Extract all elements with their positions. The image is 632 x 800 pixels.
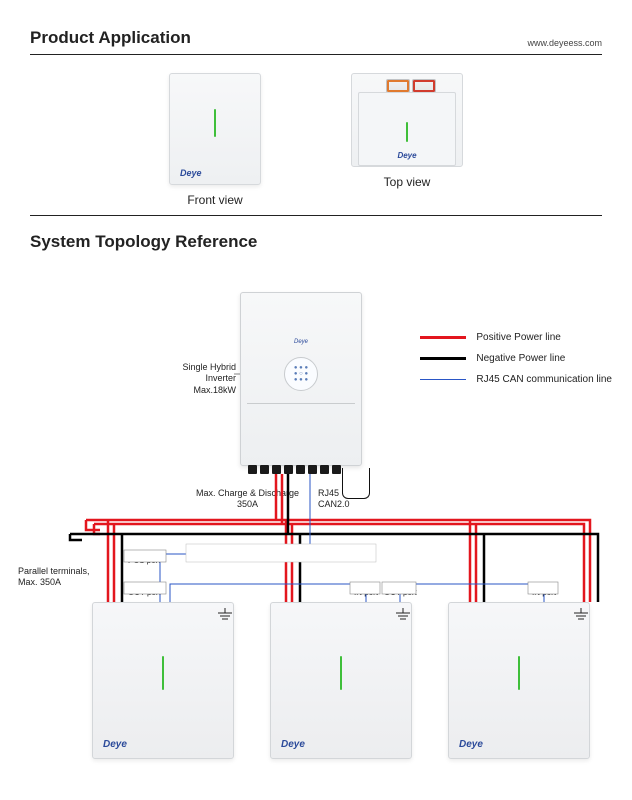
- brand-logo: Deye: [397, 151, 416, 160]
- in-port-label: IN port: [354, 588, 378, 598]
- battery-top-view: Deye: [351, 73, 463, 167]
- out-port-label: OUT port: [384, 588, 417, 598]
- inverter-display-icon: ● ● ●● ○ ●● ● ●: [284, 357, 318, 391]
- legend-row-negative: Negative Power line: [420, 353, 612, 364]
- port-icon: [284, 465, 293, 474]
- topology-diagram: Positive Power line Negative Power line …: [30, 282, 602, 762]
- status-led-icon: [162, 656, 164, 690]
- brand-logo: Deye: [180, 168, 202, 178]
- ground-icon: [572, 608, 590, 622]
- battery-unit-2: Deye: [270, 602, 412, 759]
- in-port-label: IN port: [532, 588, 556, 598]
- parallel-terminals-label: Parallel terminals, Max. 350A: [18, 566, 116, 589]
- ground-icon: [216, 608, 234, 622]
- brand-logo: Deye: [103, 739, 127, 750]
- legend-swatch-icon: [420, 357, 466, 360]
- battery-unit-1: Deye: [92, 602, 234, 759]
- brand-logo: Deye: [459, 739, 483, 750]
- charge-discharge-label: Max. Charge & Discharge 350A: [196, 488, 299, 511]
- status-led-icon: [340, 656, 342, 690]
- front-view-col: Deye Front view: [169, 73, 261, 207]
- status-led-icon: [518, 656, 520, 690]
- legend-row-positive: Positive Power line: [420, 332, 612, 343]
- legend-label: Positive Power line: [476, 332, 560, 343]
- battery-unit-3: Deye: [448, 602, 590, 759]
- out-port-label: OUT port: [128, 588, 161, 598]
- legend-label: RJ45 CAN communication line: [476, 374, 612, 385]
- legend-row-can: RJ45 CAN communication line: [420, 374, 612, 385]
- ground-icon: [394, 608, 412, 622]
- header: Product Application www.deyeess.com: [0, 0, 632, 52]
- site-url: www.deyeess.com: [527, 38, 602, 48]
- port-icon: [332, 465, 341, 474]
- terminal-icon: [386, 79, 410, 93]
- inverter-unit: Deye ● ● ●● ○ ●● ● ●: [240, 292, 362, 466]
- pcs-port-label: PCS port: [128, 556, 160, 566]
- status-led-icon: [214, 109, 216, 137]
- section-title: Product Application: [30, 28, 191, 48]
- legend-label: Negative Power line: [476, 353, 565, 364]
- terminal-icon: [412, 79, 436, 93]
- inverter-label: Single Hybrid Inverter Max.18kW: [150, 362, 236, 396]
- expansion-note: Supports rapid parallel expansion: [190, 550, 324, 561]
- topology-title: System Topology Reference: [0, 218, 632, 252]
- status-led-icon: [406, 122, 408, 142]
- brand-logo: Deye: [294, 339, 308, 345]
- top-view-label: Top view: [384, 175, 431, 189]
- inverter-ports: [248, 466, 341, 474]
- port-icon: [296, 465, 305, 474]
- port-icon: [248, 465, 257, 474]
- port-icon: [260, 465, 269, 474]
- brand-logo: Deye: [281, 739, 305, 750]
- product-views: Deye Front view Deye Top view: [0, 57, 632, 213]
- inverter-seam: [247, 403, 355, 404]
- front-view-label: Front view: [187, 193, 242, 207]
- legend-swatch-icon: [420, 379, 466, 380]
- legend: Positive Power line Negative Power line …: [420, 332, 612, 395]
- divider: [30, 54, 602, 55]
- top-view-col: Deye Top view: [351, 73, 463, 207]
- port-icon: [320, 465, 329, 474]
- legend-swatch-icon: [420, 336, 466, 339]
- port-icon: [308, 465, 317, 474]
- battery-front-view: Deye: [169, 73, 261, 185]
- port-icon: [272, 465, 281, 474]
- rj45-label: RJ45 CAN2.0: [318, 488, 350, 511]
- divider: [30, 215, 602, 216]
